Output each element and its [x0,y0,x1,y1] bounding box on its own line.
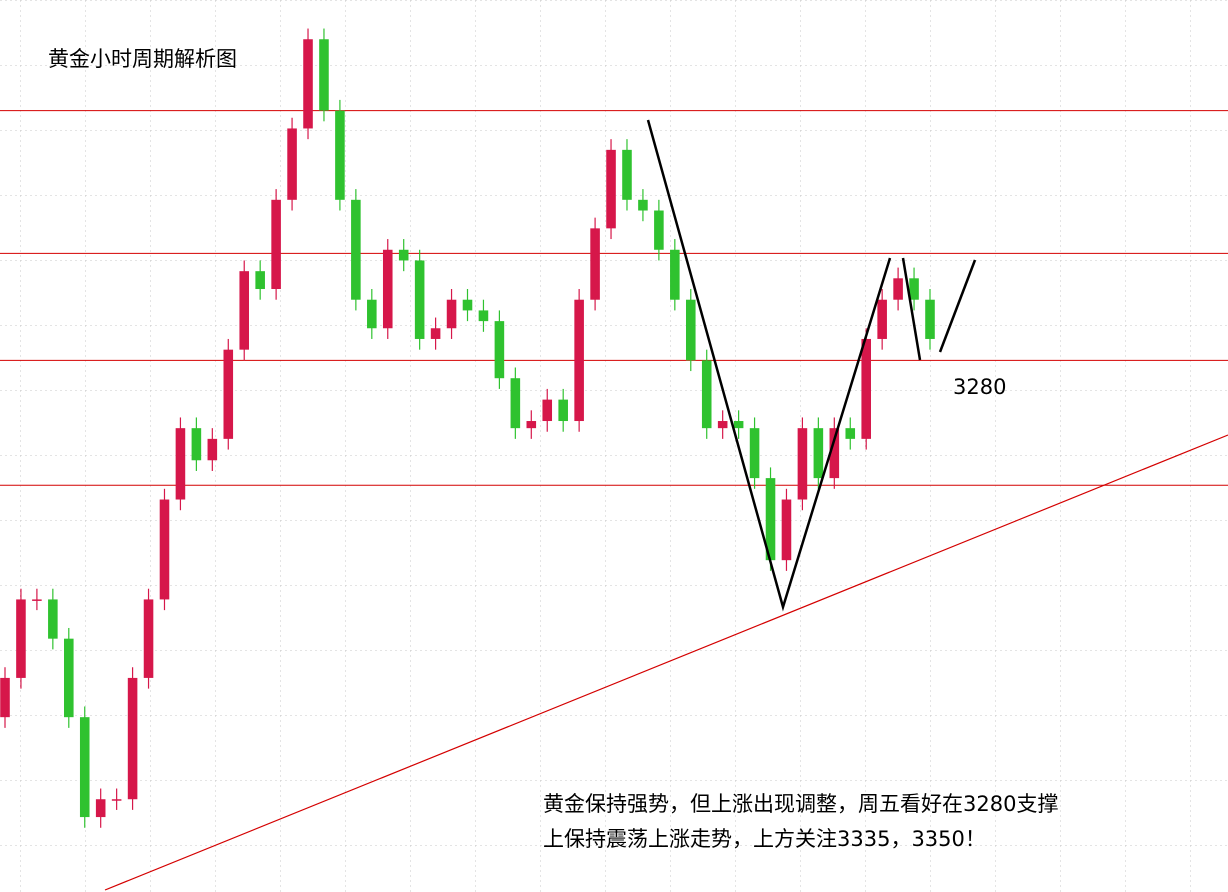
candle-body [829,428,840,479]
candle-body [558,399,568,422]
zigzag [646,119,892,612]
candle-body [207,438,218,461]
candle-body [0,677,10,718]
candle-body [48,599,58,639]
level-label: 3280 [953,375,1006,399]
candle-body [797,428,808,500]
candle-body [813,428,824,479]
candle-body [749,428,760,479]
candle-body [79,717,90,818]
candle-body [191,428,202,461]
candle-body [654,210,664,250]
candle-body [446,299,457,329]
candle-body [143,599,154,678]
candle-body [606,149,616,229]
candle-body [909,278,919,300]
candle-body [462,299,473,311]
candle-body [478,310,489,322]
candle-body [590,228,600,300]
candle-body [494,321,505,379]
candle-body [159,499,170,600]
candle-body [95,799,106,818]
candle-body [765,478,776,561]
candle-body [16,599,26,678]
candle-body [32,599,42,601]
candle-body [622,149,632,200]
candle-body [893,278,903,300]
candle-body [351,199,361,300]
candle-body [382,249,393,329]
candle-body [64,638,74,718]
candle-body [685,299,696,361]
candle-body [574,299,584,422]
title: 黄金小时周期解析图 [48,47,237,71]
candle-body [271,199,281,290]
candle-body [319,39,329,111]
candle-body [127,677,138,800]
trend-line [104,434,1228,891]
candle-body [175,428,186,500]
candle-body [303,39,313,129]
candle-body [542,399,553,422]
candle-body [877,299,887,339]
candle-body [414,260,425,339]
zigzag [901,257,922,361]
candle-body [510,378,521,429]
candle-body [255,271,265,290]
candle-body [111,799,122,801]
candle-body [733,421,744,429]
annotation: 黄金保持强势，但上涨出现调整，周五看好在3280支撑 [543,792,1058,816]
plot [0,28,1228,828]
candle-body [670,249,680,300]
candle-body [861,338,871,439]
candle-body [638,199,648,211]
candle-body [239,271,250,350]
candle-body [430,328,441,339]
candle-body [925,299,935,339]
candle-body [717,421,728,429]
candle-body [398,249,409,261]
candle-body [845,428,856,439]
candle-body [367,299,377,329]
candle-body [701,360,712,429]
candle-body [781,499,792,561]
candle-body [223,349,234,439]
candle-body [335,110,345,200]
projection [938,259,977,353]
candle-body [287,128,297,200]
annotation: 上保持震荡上涨走势，上方关注3335，3350！ [543,827,986,851]
candle-body [526,421,537,429]
